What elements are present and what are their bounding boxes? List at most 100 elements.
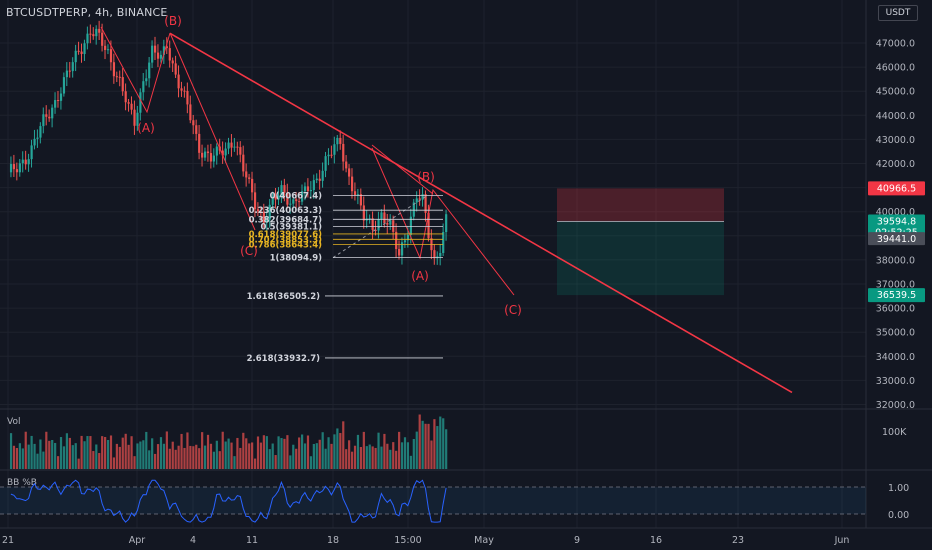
volume-bar <box>418 414 421 469</box>
candle-body <box>412 202 415 217</box>
candle-body <box>227 142 230 149</box>
price-tick-label: 37000.0 <box>876 280 915 291</box>
candle-body <box>259 211 263 213</box>
bbp-tick-lower: 0.00 <box>888 510 909 521</box>
candle-body <box>312 180 315 190</box>
volume-bar <box>212 451 215 469</box>
candle-body <box>89 33 92 35</box>
fib-level-label: 1(38094.9) <box>270 254 323 264</box>
fib-level-label: 0.618(39077.6) <box>249 230 322 240</box>
candle-body <box>318 178 321 181</box>
volume-bar <box>180 433 183 469</box>
candle-body <box>215 146 218 156</box>
volume-bar <box>121 437 124 469</box>
candle-body <box>118 76 121 78</box>
price-tick-label: 36000.0 <box>876 304 915 315</box>
candle-body <box>106 49 110 51</box>
volume-bar <box>145 431 148 469</box>
candle-body <box>195 125 198 134</box>
price-tick-label: 33000.0 <box>876 376 915 387</box>
volume-bar <box>15 447 19 469</box>
time-tick-label: 21 <box>2 535 14 546</box>
candle-body <box>262 211 265 223</box>
volume-bar <box>233 456 236 469</box>
current-price-tag-text-0: 39594.8 <box>877 216 916 227</box>
volume-bar <box>245 438 248 469</box>
candle-body <box>424 194 427 213</box>
price-tick-label: 34000.0 <box>876 352 915 363</box>
volume-bar <box>168 448 171 469</box>
volume-bar <box>362 431 365 469</box>
wave-abc-1-left <box>100 26 171 114</box>
candle-body <box>101 32 104 46</box>
candle-body <box>283 185 286 193</box>
volume-bar <box>127 444 130 469</box>
volume-bar <box>77 458 80 469</box>
candle-body <box>74 50 77 63</box>
volume-bar <box>39 439 42 469</box>
wave-label-1: (A) <box>137 121 155 135</box>
candle-body <box>151 45 154 63</box>
candle-body <box>403 240 407 243</box>
volume-bar <box>309 456 313 469</box>
volume-bar <box>392 442 395 469</box>
volume-bar <box>148 450 151 469</box>
volume-bar <box>342 421 345 469</box>
stop-loss-price-tag-text-0: 40966.5 <box>877 183 916 194</box>
volume-bar <box>259 442 263 469</box>
price-tick-label: 47000.0 <box>876 39 915 50</box>
volume-bar <box>239 447 242 469</box>
volume-bar <box>303 443 307 469</box>
time-tick-label: 15:00 <box>394 535 421 546</box>
candle-body <box>192 120 195 126</box>
candles-group <box>9 20 448 266</box>
candle-body <box>248 177 251 179</box>
volume-bar <box>106 439 110 469</box>
wave-label-3: (B) <box>417 170 435 184</box>
candle-body <box>342 143 345 162</box>
candle-body <box>230 142 233 148</box>
volume-bar <box>86 436 89 469</box>
volume-bar <box>380 446 383 469</box>
time-tick-label: 9 <box>574 535 580 546</box>
candle-body <box>142 81 145 93</box>
volume-bar <box>92 451 95 469</box>
volume-bar <box>412 438 415 469</box>
time-tick-label: May <box>474 535 494 546</box>
candle-body <box>427 212 430 239</box>
volume-bar <box>221 431 224 469</box>
volume-bar <box>136 443 139 469</box>
currency-badge[interactable]: USDT <box>878 5 918 21</box>
volume-label: Vol <box>7 417 20 427</box>
volume-bar <box>62 446 66 469</box>
candle-body <box>395 231 398 250</box>
volume-bar <box>286 435 289 469</box>
candle-body <box>83 43 86 55</box>
candle-body <box>159 54 163 59</box>
candle-body <box>18 163 21 173</box>
fibonacci-group: 0(40667.4)0.236(40063.3)0.382(39684.7)0.… <box>247 192 443 364</box>
volume-bar <box>383 433 386 469</box>
candle-body <box>400 242 404 256</box>
candle-body <box>336 137 339 145</box>
candle-body <box>421 194 424 200</box>
take-profit-zone <box>557 221 724 296</box>
candle-body <box>330 154 333 156</box>
volume-bar <box>189 445 192 469</box>
fib-level-label: 0.702(38853.3) <box>249 235 322 245</box>
candle-body <box>345 161 348 169</box>
candle-body <box>180 88 183 91</box>
volume-bar <box>130 436 133 469</box>
fib-level-label: 2.618(33932.7) <box>247 354 320 364</box>
symbol-title[interactable]: BTCUSDTPERP, 4h, BINANCE <box>6 6 168 19</box>
volume-bar <box>321 432 324 469</box>
volume-bar <box>371 446 374 469</box>
stop-loss-zone <box>557 188 724 222</box>
volume-bar <box>203 445 207 469</box>
volume-bar <box>45 431 48 469</box>
volume-bar <box>80 435 83 469</box>
candle-body <box>24 159 27 165</box>
candle-body <box>350 176 354 192</box>
fib-level-label: 0.382(39684.7) <box>249 215 322 225</box>
